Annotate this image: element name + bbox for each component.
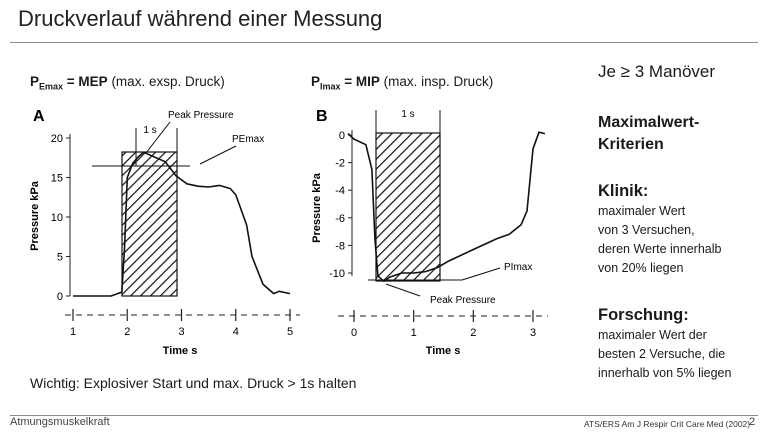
x-tick-label: 1 (70, 326, 76, 338)
pemax-heading: PEmax = MEP (max. exsp. Druck) (30, 74, 225, 92)
research-text: maximaler Wert der besten 2 Versuche, die… (598, 326, 758, 383)
y-tick-label: -6 (335, 213, 345, 225)
x-tick-label: 1 (411, 327, 417, 339)
page-number: 2 (749, 416, 756, 428)
important-note: Wichtig: Explosiver Start und max. Druck… (30, 375, 357, 391)
y-tick-label: -4 (335, 185, 345, 197)
maneuver-count: Je ≥ 3 Manöver (598, 62, 716, 81)
pemax-symbol: P (30, 74, 40, 89)
pressure-curve (73, 151, 291, 297)
curve-label: PImax (504, 262, 532, 273)
clinic-line: von 3 Versuchen, (598, 223, 695, 237)
research-line: maximaler Wert der (598, 328, 707, 342)
y-tick-label: -2 (335, 158, 345, 170)
research-line: besten 2 Versuche, die (598, 347, 726, 361)
pimax-description: (max. insp. Druck) (379, 74, 494, 89)
footer-topic: Atmungsmuskelkraft (10, 416, 110, 428)
x-tick-label: 2 (124, 326, 130, 338)
pemax-description: (max. exsp. Druck) (107, 74, 225, 89)
y-tick-label: -8 (335, 240, 345, 252)
y-tick-label: 0 (339, 130, 345, 142)
panel-letter: A (33, 108, 45, 125)
window-duration-label: 1 s (143, 125, 156, 136)
hatched-window (121, 151, 178, 297)
y-axis-label: Pressure kPa (311, 172, 323, 243)
x-tick-label: 4 (233, 326, 239, 338)
y-axis-label: Pressure kPa (29, 180, 41, 251)
x-axis-label: Time s (163, 345, 198, 357)
x-tick-label: 3 (530, 327, 536, 339)
window-duration-label: 1 s (401, 109, 414, 120)
panel-letter: B (316, 108, 328, 125)
pimax-subscript: Imax (320, 81, 341, 92)
footer-divider (10, 415, 758, 416)
pemax-subscript: Emax (39, 81, 64, 92)
x-tick-label: 5 (287, 326, 293, 338)
curve-label: PEmax (232, 134, 264, 145)
pressure-curve (347, 131, 546, 283)
clinic-line: maximaler Wert (598, 204, 686, 218)
pemax-abbrev: = MEP (63, 74, 108, 89)
annotation-line (385, 283, 421, 297)
research-line: innerhalb von 5% liegen (598, 366, 732, 380)
research-heading: Forschung: (598, 306, 689, 324)
clinic-text: maximaler Wert von 3 Versuchen, deren Wert… (598, 202, 758, 278)
title-divider (10, 42, 758, 43)
footer-source: ATS/ERS Am J Respir Crit Care Med (2002) (584, 419, 751, 429)
chart-panel-a: A 0 5 10 15 20 Pressure kPa 1 2 3 4 5 Time s 1 s Peak … (29, 108, 300, 357)
y-tick-label: 5 (57, 252, 63, 264)
clinic-line: von 20% liegen (598, 261, 684, 275)
pimax-abbrev: = MIP (340, 74, 380, 89)
y-tick-label: 0 (57, 291, 63, 303)
x-axis-label: Time s (426, 345, 461, 357)
y-tick-label: 10 (51, 212, 63, 224)
x-tick-label: 0 (351, 327, 357, 339)
annotation-line (145, 121, 171, 154)
clinic-line: deren Werte innerhalb (598, 242, 722, 256)
slide-title: Druckverlauf während einer Messung (18, 6, 383, 31)
criteria-column: Je ≥ 3 Manöver Maximalwert- Kriterien Kl… (598, 62, 758, 383)
annotation-line (199, 145, 237, 165)
x-tick-label: 3 (178, 326, 184, 338)
criteria-heading-line2: Kriterien (598, 136, 664, 153)
peak-pressure-label: Peak Pressure (430, 295, 496, 306)
peak-pressure-label: Peak Pressure (168, 110, 234, 121)
criteria-heading-line1: Maximalwert- (598, 114, 700, 131)
pimax-heading: PImax = MIP (max. insp. Druck) (311, 74, 493, 92)
pimax-symbol: P (311, 74, 321, 89)
x-tick-label: 2 (470, 327, 476, 339)
y-tick-label: 20 (51, 133, 63, 145)
annotation-line (461, 267, 501, 281)
y-tick-label: -10 (329, 268, 345, 280)
hatched-window (375, 132, 441, 282)
y-tick-label: 15 (51, 173, 63, 185)
clinic-heading: Klinik: (598, 182, 649, 200)
